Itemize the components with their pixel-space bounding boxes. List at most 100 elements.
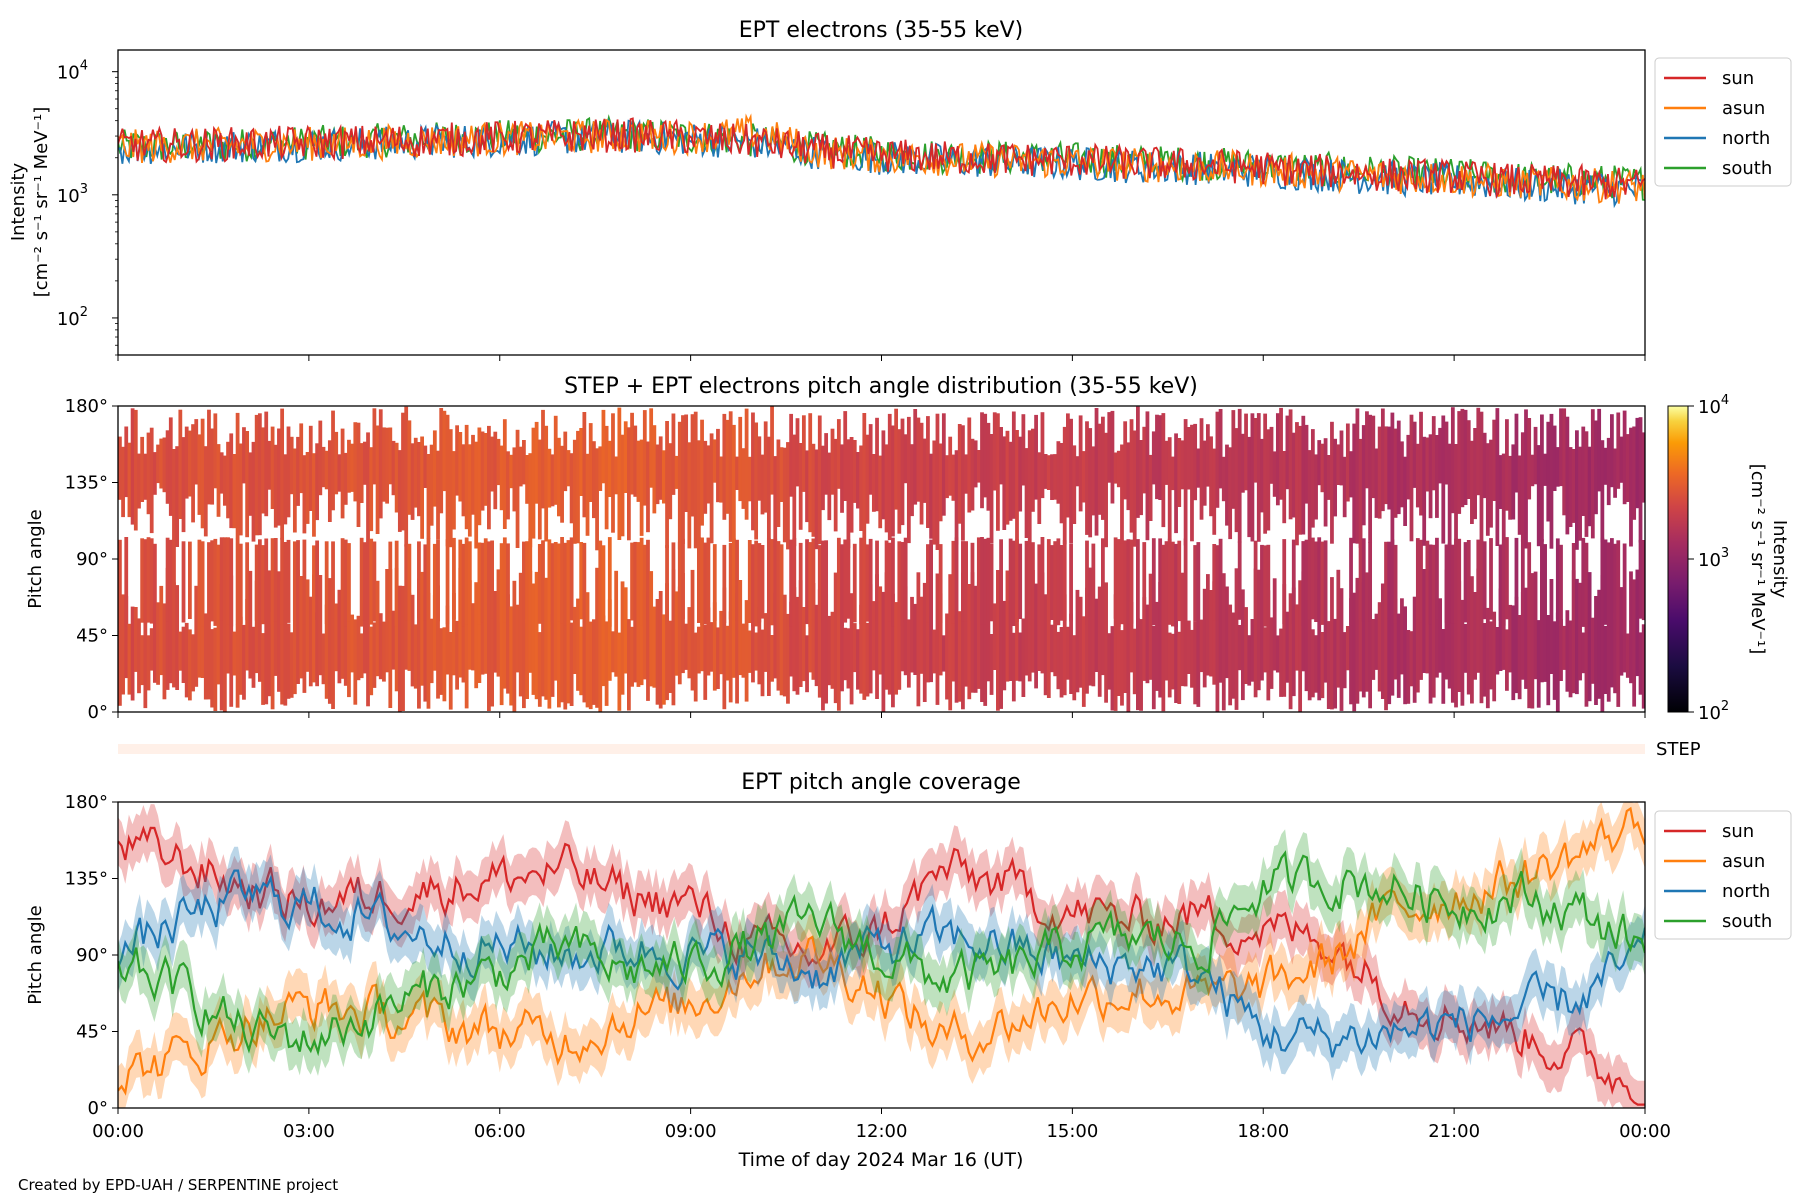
heat-cell — [388, 427, 393, 485]
heat-cell — [1460, 599, 1465, 706]
heat-cell — [1116, 539, 1121, 627]
heat-cell — [1406, 434, 1411, 500]
x-tick-label: 06:00 — [474, 1121, 526, 1142]
heat-cell — [1323, 438, 1328, 527]
heat-cell — [420, 436, 424, 539]
heat-cell — [1005, 570, 1010, 682]
heat-cell — [693, 411, 698, 549]
heat-cell — [856, 452, 860, 509]
heat-cell — [560, 599, 564, 703]
heat-cell — [1078, 415, 1083, 512]
heat-cell — [172, 449, 176, 546]
heat-cell — [1384, 620, 1388, 711]
heat-cell — [455, 425, 459, 496]
heat-cell — [970, 572, 975, 693]
heat-cell — [1050, 624, 1054, 673]
heat-cell — [588, 621, 593, 710]
heat-cell — [1568, 447, 1573, 527]
heat-cell — [467, 541, 472, 627]
heat-cell — [1205, 424, 1210, 487]
heat-cell — [477, 616, 482, 683]
heat-cell — [693, 632, 698, 702]
heat-cell — [954, 537, 959, 620]
heat-cell — [1485, 443, 1490, 536]
heat-cell — [1301, 415, 1306, 535]
heat-cell — [327, 578, 332, 704]
series-line-south — [118, 850, 1645, 1057]
heat-cell — [1139, 619, 1143, 711]
heat-cell — [283, 610, 288, 706]
heat-cell — [251, 626, 256, 688]
heat-cell — [1616, 620, 1621, 707]
heat-cell — [1091, 446, 1096, 516]
heat-cell — [1622, 543, 1627, 627]
heat-cell — [642, 544, 647, 627]
heat-cell — [1466, 420, 1471, 499]
heat-cell — [257, 413, 262, 536]
heat-cell — [210, 540, 215, 622]
heat-cell — [1444, 569, 1449, 680]
heat-cell — [1056, 631, 1061, 690]
heat-cell — [1059, 545, 1064, 621]
heat-cell — [1304, 539, 1309, 622]
heat-cell — [312, 453, 316, 537]
panel3-y-ticks: 0° 45° 90° 135° 180° — [65, 792, 118, 1119]
heat-cell — [1610, 414, 1614, 488]
heat-cell — [674, 455, 679, 489]
heat-cell — [324, 541, 329, 625]
heat-cell — [448, 632, 453, 710]
heat-cell — [910, 596, 914, 673]
heat-cell — [633, 541, 638, 627]
heat-cell — [1177, 631, 1182, 704]
heat-cell — [1393, 544, 1398, 624]
heat-cell — [1489, 538, 1493, 620]
heat-cell — [766, 609, 771, 696]
heat-cell — [941, 413, 946, 516]
heat-cell — [442, 410, 447, 492]
heat-cell — [1285, 611, 1290, 683]
heat-cell — [194, 585, 199, 687]
heat-cell — [1314, 454, 1318, 520]
heat-cell — [471, 434, 475, 515]
heat-cell — [537, 544, 542, 624]
heat-cell — [585, 453, 590, 536]
heat-cell — [782, 447, 787, 543]
heat-cell — [1361, 538, 1366, 622]
heat-cell — [1209, 590, 1213, 677]
heat-cell — [156, 602, 160, 685]
heat-cell — [423, 445, 428, 488]
heat-cell — [525, 455, 529, 504]
heat-cell — [836, 419, 841, 489]
heat-cell — [1520, 592, 1525, 680]
heat-cell — [808, 623, 813, 673]
heat-cell — [585, 592, 590, 708]
heat-cell — [751, 412, 755, 531]
heat-cell — [871, 601, 876, 671]
heat-cell — [735, 456, 739, 490]
heat-cell — [1387, 541, 1392, 619]
heat-cell — [118, 436, 122, 500]
heat-cell — [1450, 591, 1455, 703]
heat-cell — [945, 455, 949, 499]
heat-cell — [871, 454, 876, 512]
heat-cell — [382, 621, 386, 682]
heat-cell — [951, 454, 956, 501]
heat-cell — [620, 434, 625, 537]
heat-cell — [582, 542, 587, 623]
heat-cell — [786, 613, 790, 704]
heat-cell — [579, 542, 584, 620]
heat-cell — [1403, 606, 1407, 705]
heat-cell — [916, 572, 921, 707]
heat-cell — [1638, 417, 1643, 543]
heat-cell — [248, 570, 253, 679]
heat-cell — [817, 589, 822, 698]
heat-cell — [1240, 433, 1245, 493]
series-band-sun — [118, 804, 1645, 1108]
heat-cell — [690, 569, 695, 691]
heat-cell — [483, 433, 488, 506]
heat-cell — [518, 446, 523, 487]
heat-cell — [757, 436, 762, 501]
heat-cell — [1164, 541, 1169, 624]
heat-cell — [464, 623, 469, 709]
heat-cell — [1568, 620, 1573, 698]
